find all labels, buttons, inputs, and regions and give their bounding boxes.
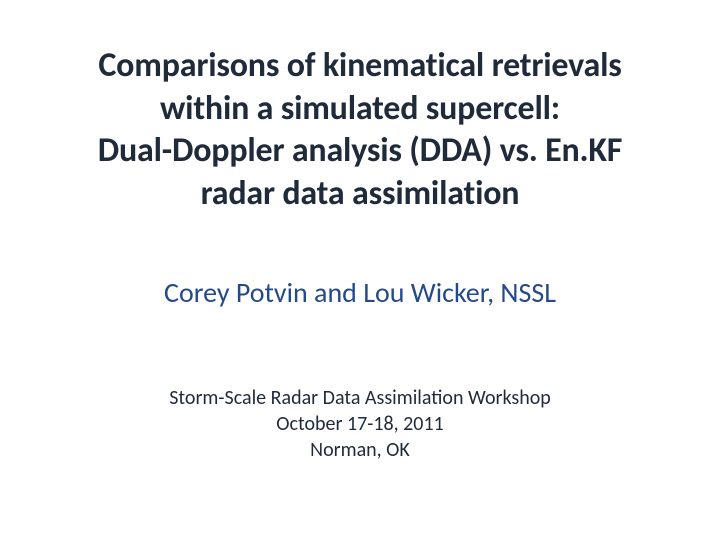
- title-line-3: Dual-Doppler analysis (DDA) vs. En.KF: [30, 130, 690, 173]
- venue-line-1: Storm-Scale Radar Data Assimilation Work…: [30, 385, 690, 411]
- venue-block: Storm-Scale Radar Data Assimilation Work…: [30, 385, 690, 463]
- authors-line: Corey Potvin and Lou Wicker, NSSL: [30, 275, 690, 310]
- venue-line-3: Norman, OK: [30, 437, 690, 463]
- title-line-2: within a simulated supercell:: [30, 88, 690, 131]
- venue-line-2: October 17-18, 2011: [30, 411, 690, 437]
- title-line-4: radar data assimilation: [30, 173, 690, 216]
- slide: Comparisons of kinematical retrievals wi…: [0, 0, 720, 540]
- slide-title: Comparisons of kinematical retrievals wi…: [30, 45, 690, 215]
- title-line-1: Comparisons of kinematical retrievals: [30, 45, 690, 88]
